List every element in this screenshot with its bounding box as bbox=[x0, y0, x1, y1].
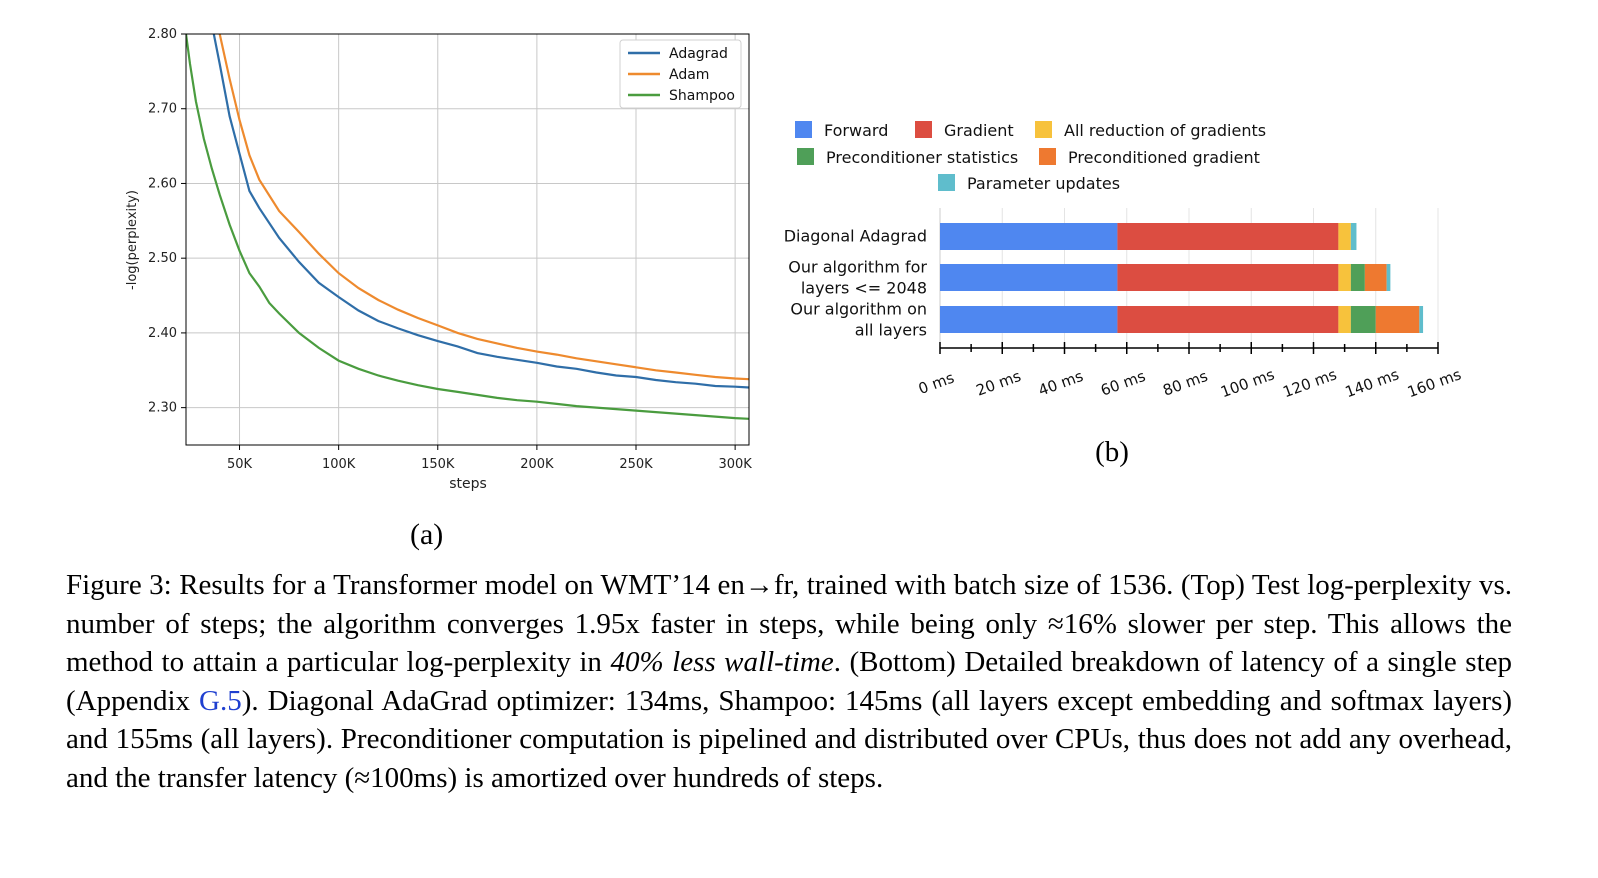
bar-segment bbox=[940, 306, 1118, 333]
appendix-link[interactable]: G.5 bbox=[199, 684, 242, 717]
legend-label: Preconditioned gradient bbox=[1068, 148, 1260, 167]
chart-a-y-ticks: 2.30 2.40 2.50 2.60 2.70 2.80 bbox=[148, 27, 186, 416]
x-tick-label: 100 ms bbox=[1218, 365, 1277, 401]
x-tick-label: 120 ms bbox=[1280, 365, 1339, 401]
legend-swatch bbox=[938, 174, 955, 191]
caption-emphasis: 40% less wall-time bbox=[610, 646, 834, 678]
category-label: Our algorithm for bbox=[788, 258, 927, 277]
bar-segment bbox=[940, 223, 1118, 250]
caption-text-part-2: . (Bottom) Detailed breakdown of latency… bbox=[66, 646, 1513, 717]
y-tick-label: 2.30 bbox=[148, 401, 177, 416]
category-label: Diagonal Adagrad bbox=[784, 227, 927, 246]
x-tick-label: 60 ms bbox=[1098, 367, 1148, 400]
bar-segment bbox=[1350, 306, 1376, 333]
y-tick-label: 2.40 bbox=[148, 326, 177, 341]
bar-segment bbox=[1338, 306, 1351, 333]
chart-a-ylabel: -log(perplexity) bbox=[125, 190, 140, 290]
y-tick-label: 2.50 bbox=[148, 251, 177, 266]
chart-b-bars bbox=[940, 223, 1424, 333]
chart-b-category-labels: Diagonal Adagrad Our algorithm for layers … bbox=[784, 227, 928, 340]
legend-swatch bbox=[795, 121, 812, 138]
y-tick-label: 2.70 bbox=[148, 102, 177, 117]
figure-b-label: (b) bbox=[1095, 436, 1129, 468]
category-label: Our algorithm on bbox=[790, 300, 927, 319]
bar-segment bbox=[1338, 223, 1351, 250]
x-tick-label: 160 ms bbox=[1405, 365, 1464, 401]
x-tick-label: 200K bbox=[520, 457, 554, 472]
legend-label: Preconditioner statistics bbox=[826, 148, 1018, 167]
series-line-adagrad bbox=[212, 34, 749, 389]
caption-text-part-3: ). Diagonal AdaGrad optimizer: 134ms, Sh… bbox=[66, 684, 1513, 794]
figure-caption: Figure 3: Results for a Transformer mode… bbox=[66, 566, 1512, 797]
legend-label: Parameter updates bbox=[967, 174, 1120, 193]
legend-label: Forward bbox=[824, 121, 888, 140]
caption-text-part-1: Results for a Transformer model on WMT’1… bbox=[66, 569, 1512, 678]
legend-swatch bbox=[1039, 148, 1056, 165]
x-tick-label: 40 ms bbox=[1036, 367, 1086, 400]
x-tick-label: 80 ms bbox=[1160, 367, 1210, 400]
series-line-adam bbox=[218, 34, 749, 381]
x-tick-label: 50K bbox=[227, 457, 253, 472]
y-tick-label: 2.80 bbox=[148, 27, 177, 42]
chart-a-series bbox=[186, 34, 749, 420]
figure-a-label: (a) bbox=[410, 518, 444, 551]
legend-swatch bbox=[797, 148, 814, 165]
chart-a-frame bbox=[185, 33, 750, 446]
chart-a-xlabel: steps bbox=[449, 476, 487, 492]
legend-label-adam: Adam bbox=[669, 67, 709, 83]
x-tick-label: 100K bbox=[322, 457, 356, 472]
chart-a-x-ticks: 50K 100K 150K 200K 250K 300K bbox=[227, 445, 752, 472]
x-tick-label: 0 ms bbox=[916, 369, 957, 399]
figure-a-line-chart: 50K 100K 150K 200K 250K 300K 2.30 2.40 2.50 2.60… bbox=[125, 27, 752, 492]
x-tick-label: 150K bbox=[421, 457, 455, 472]
figure-b-bar-chart: Forward Gradient All reduction of gradient… bbox=[784, 121, 1464, 468]
bar-segment bbox=[1350, 223, 1357, 250]
legend-swatch bbox=[1035, 121, 1052, 138]
chart-b-legend: Forward Gradient All reduction of gradient… bbox=[795, 121, 1266, 193]
legend-label: All reduction of gradients bbox=[1064, 121, 1266, 140]
bar-segment bbox=[1350, 264, 1365, 291]
legend-label-adagrad: Adagrad bbox=[669, 46, 728, 62]
legend-label-shampoo: Shampoo bbox=[669, 88, 735, 104]
chart-a-legend: Adagrad Adam Shampoo bbox=[619, 39, 742, 109]
category-label: layers <= 2048 bbox=[801, 279, 927, 298]
category-label: all layers bbox=[855, 321, 927, 340]
bar-segment bbox=[1419, 306, 1424, 333]
x-tick-label: 300K bbox=[718, 457, 752, 472]
bar-segment bbox=[1117, 306, 1339, 333]
legend-label: Gradient bbox=[944, 121, 1014, 140]
x-tick-label: 140 ms bbox=[1343, 365, 1402, 401]
caption-figure-label: Figure 3: bbox=[66, 569, 172, 601]
bar-segment bbox=[940, 264, 1118, 291]
bar-segment bbox=[1364, 264, 1387, 291]
bar-segment bbox=[1338, 264, 1351, 291]
bar-segment bbox=[1117, 223, 1339, 250]
x-tick-label: 250K bbox=[619, 457, 653, 472]
bar-segment bbox=[1117, 264, 1339, 291]
y-tick-label: 2.60 bbox=[148, 176, 177, 191]
bar-segment bbox=[1386, 264, 1391, 291]
series-line-shampoo bbox=[186, 34, 749, 420]
legend-swatch bbox=[915, 121, 932, 138]
legend-box bbox=[619, 39, 742, 109]
chart-b-x-axis: 0 ms 20 ms 40 ms 60 ms 80 ms 100 ms 120 ms 140 … bbox=[916, 342, 1464, 401]
bar-segment bbox=[1375, 306, 1420, 333]
x-tick-label: 20 ms bbox=[974, 367, 1024, 400]
